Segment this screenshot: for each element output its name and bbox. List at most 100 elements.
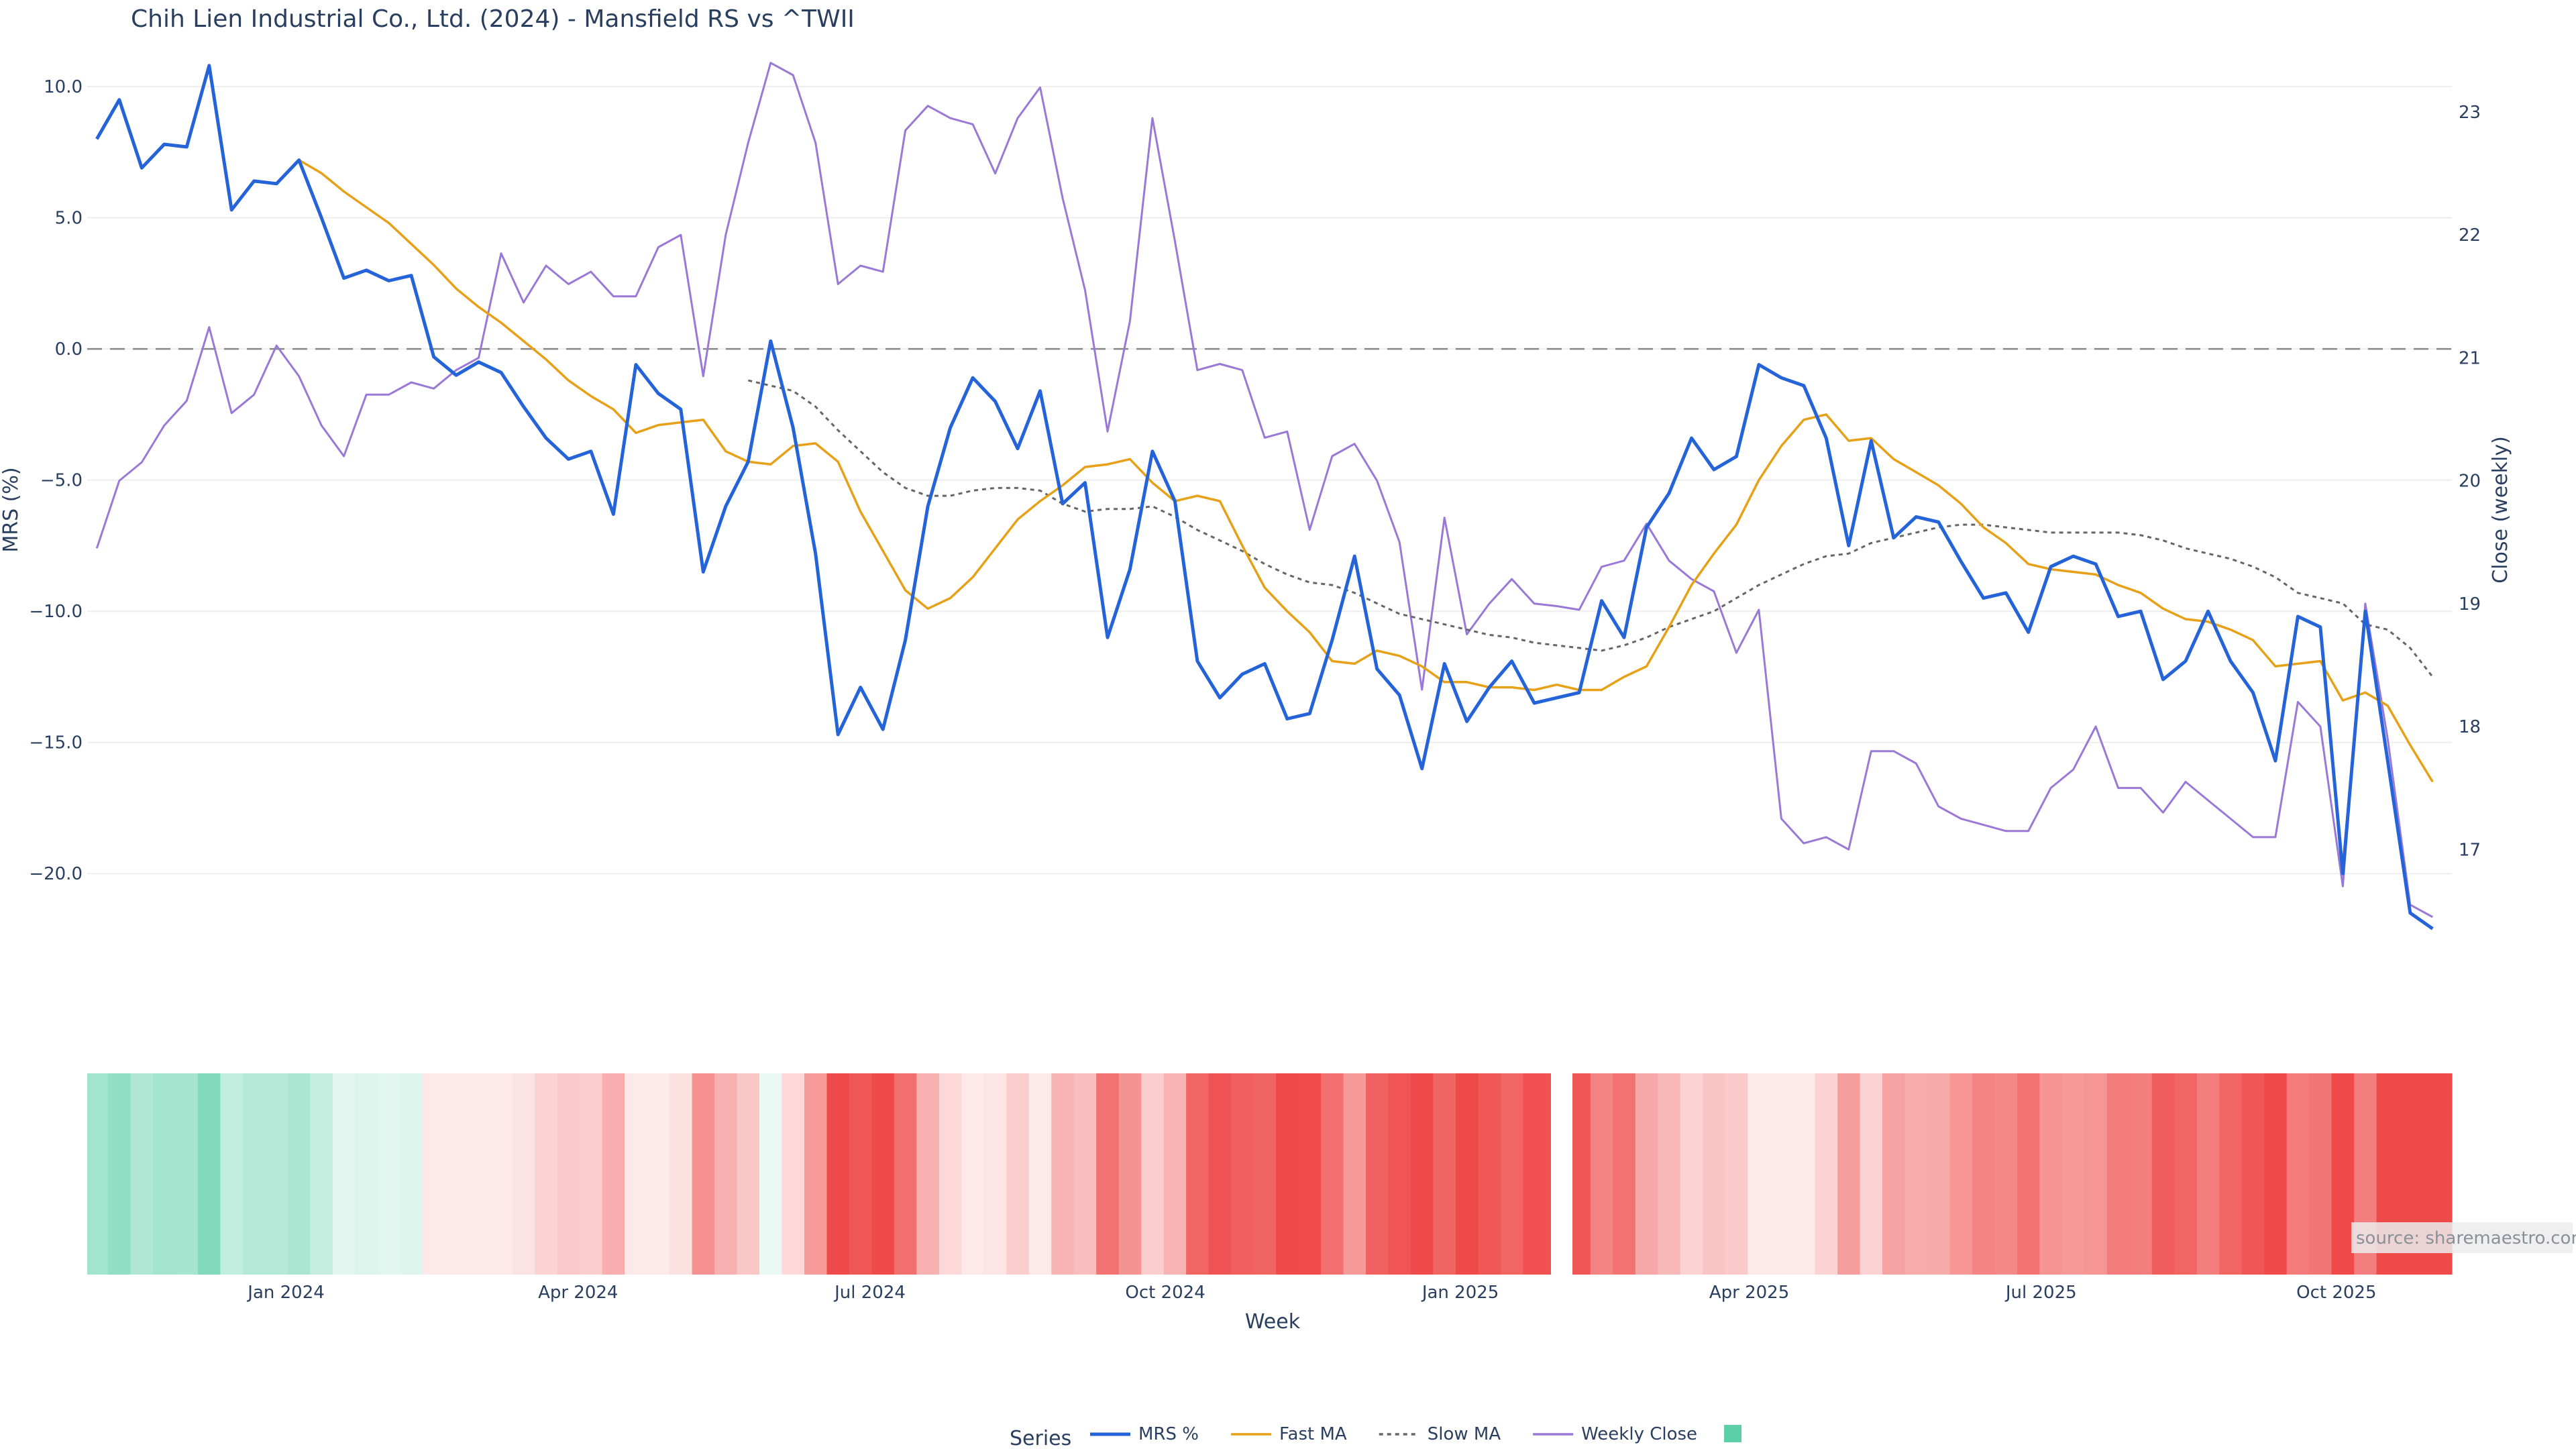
heatmap-cell (198, 1073, 221, 1275)
x-axis-title: Week (1245, 1310, 1301, 1334)
heatmap-cell (1410, 1073, 1434, 1275)
heatmap-cell (938, 1073, 962, 1275)
heatmap-cell (826, 1073, 850, 1275)
y2-tick-label: 21 (2459, 348, 2481, 368)
heatmap-cell (602, 1073, 625, 1275)
heatmap-cell (1366, 1073, 1389, 1275)
heatmap-cell (332, 1073, 356, 1275)
heatmap-cell (1231, 1073, 1254, 1275)
heatmap-cell (2219, 1073, 2243, 1275)
y-tick-label: 10.0 (44, 77, 83, 97)
heatmap-cell (2061, 1073, 2085, 1275)
heatmap-cell (894, 1073, 917, 1275)
heatmap-cell (692, 1073, 715, 1275)
y-tick-label: −20.0 (29, 864, 83, 884)
legend-swatch-heatmap (1724, 1425, 1742, 1442)
source-annotation-bg (2351, 1222, 2573, 1253)
heatmap-cell (1927, 1073, 1951, 1275)
y-axis-ticks: 10.0 5.0 0.0 −5.0 −10.0 −15.0 −20.0 (29, 77, 83, 884)
heatmap-cell (2084, 1073, 2108, 1275)
heatmap-cell (2196, 1073, 2220, 1275)
heatmap-cell (714, 1073, 738, 1275)
source-annotation: source: sharemaestro.com (2351, 1222, 2576, 1253)
heatmap-cell (153, 1073, 176, 1275)
x-tick-label: Jul 2025 (2004, 1283, 2077, 1303)
heatmap-cell (1703, 1073, 1726, 1275)
heatmap-cell (400, 1073, 423, 1275)
heatmap-cell (1276, 1073, 1299, 1275)
heatmap-cell (1321, 1073, 1344, 1275)
x-tick-label: Oct 2024 (1125, 1283, 1205, 1303)
heatmap-cell (2286, 1073, 2310, 1275)
heatmap-cell (1186, 1073, 1210, 1275)
heatmap-cell (1388, 1073, 1411, 1275)
heatmap-cell (490, 1073, 513, 1275)
chart-title: Chih Lien Industrial Co., Ltd. (2024) - … (131, 5, 855, 33)
legend-item-label[interactable]: MRS % (1138, 1424, 1199, 1444)
heatmap-cell (243, 1073, 266, 1275)
heatmap-cell (580, 1073, 603, 1275)
series-layer (95, 62, 2434, 930)
heatmap-cell (87, 1073, 109, 1275)
heatmap-cell (1725, 1073, 1748, 1275)
legend-title: Series (1010, 1427, 1071, 1449)
heatmap-cell (1253, 1073, 1277, 1275)
series-line-mrs (95, 64, 2434, 930)
x-tick-label: Jan 2025 (1421, 1283, 1499, 1303)
heatmap-cell (1860, 1073, 1883, 1275)
x-tick-label: Jul 2024 (833, 1283, 906, 1303)
source-text: source: sharemaestro.com (2356, 1228, 2576, 1248)
heatmap-cell (1904, 1073, 1928, 1275)
heatmap-gap (1551, 1073, 1572, 1275)
heatmap-cell (467, 1073, 490, 1275)
heatmap-cell (130, 1073, 154, 1275)
heatmap-cell (287, 1073, 311, 1275)
heatmap-cell (849, 1073, 872, 1275)
x-axis-ticks: Jan 2024 Apr 2024 Jul 2024 Oct 2024 Jan 2025… (246, 1283, 2376, 1303)
y-tick-label: −5.0 (40, 471, 83, 491)
heatmap-cell (108, 1073, 131, 1275)
heatmap-cell (2174, 1073, 2198, 1275)
x-tick-label: Jan 2024 (246, 1283, 325, 1303)
heatmap-cell (1343, 1073, 1366, 1275)
y-tick-label: 0.0 (55, 339, 83, 360)
heatmap-cell (1433, 1073, 1456, 1275)
heatmap-cell (1837, 1073, 1861, 1275)
heatmap-cell (2129, 1073, 2153, 1275)
x-tick-label: Oct 2025 (2296, 1283, 2376, 1303)
legend-item-label[interactable]: Slow MA (1428, 1424, 1501, 1444)
legend-item-label[interactable]: Fast MA (1279, 1424, 1347, 1444)
heatmap-cell (1096, 1073, 1120, 1275)
heatmap-cell (625, 1073, 648, 1275)
y2-tick-label: 22 (2459, 225, 2481, 246)
series-line-fast-ma (298, 159, 2434, 783)
heatmap-cell (1051, 1073, 1075, 1275)
heatmap-cell (1478, 1073, 1501, 1275)
heatmap-cell (557, 1073, 580, 1275)
heatmap-cell (535, 1073, 558, 1275)
heatmap-cell (1815, 1073, 1838, 1275)
heatmap-cell (1118, 1073, 1142, 1275)
heatmap-cell (1882, 1073, 1906, 1275)
heatmap-cell (1680, 1073, 1703, 1275)
heatmap-cell (2309, 1073, 2332, 1275)
heatmap-cell (1208, 1073, 1232, 1275)
heatmap-cell (422, 1073, 445, 1275)
heatmap-cell (1073, 1073, 1097, 1275)
heatmap-cell (647, 1073, 670, 1275)
heatmap-cell (1500, 1073, 1523, 1275)
heatmap-cell (2039, 1073, 2063, 1275)
heatmap-cell (512, 1073, 535, 1275)
x-tick-label: Apr 2025 (1709, 1283, 1789, 1303)
heatmap-cell (961, 1073, 985, 1275)
heatmap-cell (377, 1073, 400, 1275)
legend[interactable]: Series MRS % Fast MA Slow MA Weekly Close (1010, 1424, 1742, 1449)
heatmap-cell (916, 1073, 940, 1275)
y2-tick-label: 18 (2459, 717, 2481, 737)
heatmap-cell (1658, 1073, 1681, 1275)
heatmap-cell (220, 1073, 244, 1275)
legend-item-label[interactable]: Weekly Close (1581, 1424, 1697, 1444)
x-tick-label: Apr 2024 (538, 1283, 618, 1303)
heatmap-cell (1770, 1073, 1793, 1275)
